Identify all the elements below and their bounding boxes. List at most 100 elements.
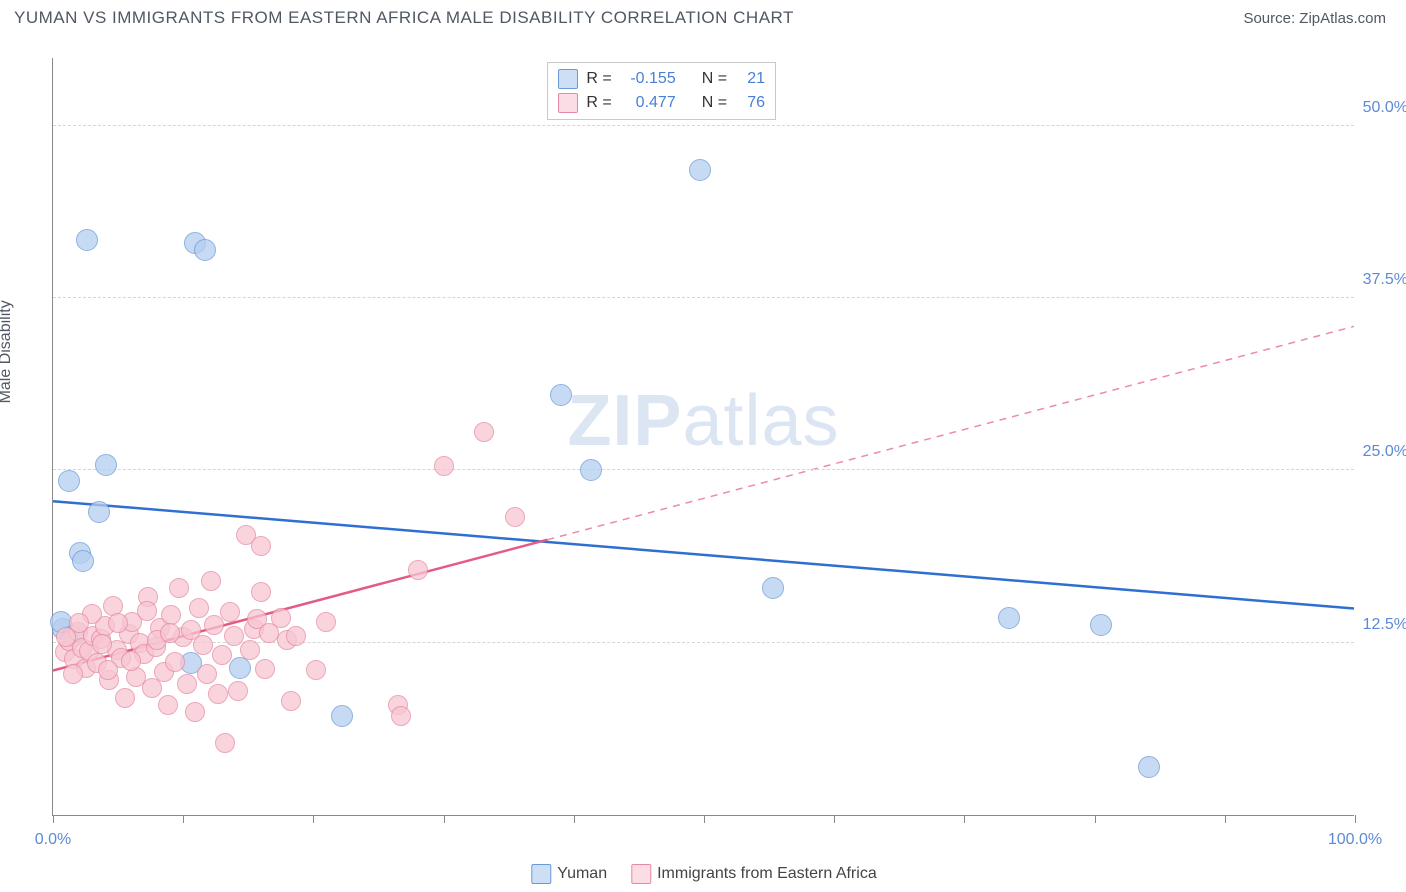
stat-n-value: 21: [735, 67, 765, 91]
data-point: [580, 459, 602, 481]
y-axis-label: Male Disability: [0, 300, 15, 403]
stat-n-label: N =: [702, 67, 727, 91]
data-point: [137, 601, 157, 621]
gridline: [53, 469, 1354, 470]
watermark: ZIPatlas: [567, 380, 839, 462]
data-point: [56, 627, 76, 647]
x-tick: [1095, 815, 1096, 823]
x-tick: [834, 815, 835, 823]
y-tick-label: 37.5%: [1363, 271, 1406, 289]
data-point: [220, 602, 240, 622]
data-point: [391, 706, 411, 726]
data-point: [193, 635, 213, 655]
stat-r-label: R =: [586, 67, 611, 91]
data-point: [98, 660, 118, 680]
data-point: [281, 691, 301, 711]
data-point: [474, 422, 494, 442]
data-point: [103, 596, 123, 616]
legend-swatch: [558, 69, 578, 89]
stats-legend: R = -0.155 N = 21 R = 0.477 N = 76: [547, 62, 776, 120]
data-point: [161, 605, 181, 625]
gridline: [53, 297, 1354, 298]
data-point: [177, 674, 197, 694]
data-point: [228, 681, 248, 701]
series-legend: Yuman Immigrants from Eastern Africa: [531, 864, 876, 884]
data-point: [194, 239, 216, 261]
data-point: [505, 507, 525, 527]
stats-row: R = -0.155 N = 21: [558, 67, 765, 91]
data-point: [762, 577, 784, 599]
stat-n-value: 76: [735, 91, 765, 115]
legend-swatch: [531, 864, 551, 884]
data-point: [76, 229, 98, 251]
data-point: [142, 678, 162, 698]
stat-r-value: -0.155: [620, 67, 676, 91]
data-point: [550, 384, 572, 406]
x-tick: [313, 815, 314, 823]
legend-swatch: [631, 864, 651, 884]
plot-area: ZIPatlas R =-0.155N =21R =0.477N =76 12.…: [52, 58, 1354, 816]
data-point: [197, 664, 217, 684]
data-point: [88, 501, 110, 523]
gridline: [53, 125, 1354, 126]
data-point: [185, 702, 205, 722]
legend-swatch: [558, 93, 578, 113]
data-point: [229, 657, 251, 679]
stat-r-label: R =: [586, 91, 611, 115]
data-point: [58, 470, 80, 492]
data-point: [998, 607, 1020, 629]
data-point: [63, 664, 83, 684]
data-point: [286, 626, 306, 646]
data-point: [201, 571, 221, 591]
data-point: [316, 612, 336, 632]
data-point: [95, 454, 117, 476]
data-point: [121, 651, 141, 671]
chart-title: YUMAN VS IMMIGRANTS FROM EASTERN AFRICA …: [14, 8, 794, 28]
data-point: [434, 456, 454, 476]
data-point: [689, 159, 711, 181]
data-point: [1090, 614, 1112, 636]
data-point: [215, 733, 235, 753]
data-point: [408, 560, 428, 580]
stat-r-value: 0.477: [620, 91, 676, 115]
y-tick-label: 25.0%: [1363, 443, 1406, 461]
data-point: [271, 608, 291, 628]
y-tick-label: 12.5%: [1363, 616, 1406, 634]
legend-item: Yuman: [531, 864, 607, 884]
data-point: [92, 634, 112, 654]
x-tick: [704, 815, 705, 823]
data-point: [189, 598, 209, 618]
stat-n-label: N =: [702, 91, 727, 115]
x-tick: [574, 815, 575, 823]
source-label: Source: ZipAtlas.com: [1243, 10, 1386, 27]
y-tick-label: 50.0%: [1363, 99, 1406, 117]
stats-row: R = 0.477 N = 76: [558, 91, 765, 115]
x-tick: [1355, 815, 1356, 823]
data-point: [1138, 756, 1160, 778]
data-point: [169, 578, 189, 598]
data-point: [165, 652, 185, 672]
data-point: [72, 550, 94, 572]
legend-item: Immigrants from Eastern Africa: [631, 864, 877, 884]
x-tick: [964, 815, 965, 823]
x-tick: [1225, 815, 1226, 823]
x-tick-label: 100.0%: [1328, 831, 1382, 849]
data-point: [306, 660, 326, 680]
data-point: [251, 582, 271, 602]
x-tick-label: 0.0%: [35, 831, 71, 849]
data-point: [212, 645, 232, 665]
x-tick: [183, 815, 184, 823]
x-tick: [444, 815, 445, 823]
legend-label: Yuman: [557, 865, 607, 883]
data-point: [255, 659, 275, 679]
data-point: [240, 640, 260, 660]
chart-container: Male Disability ZIPatlas R =-0.155N =21R…: [14, 46, 1394, 846]
data-point: [208, 684, 228, 704]
data-point: [251, 536, 271, 556]
data-point: [160, 623, 180, 643]
data-point: [115, 688, 135, 708]
legend-label: Immigrants from Eastern Africa: [657, 865, 877, 883]
data-point: [108, 613, 128, 633]
data-point: [158, 695, 178, 715]
x-tick: [53, 815, 54, 823]
